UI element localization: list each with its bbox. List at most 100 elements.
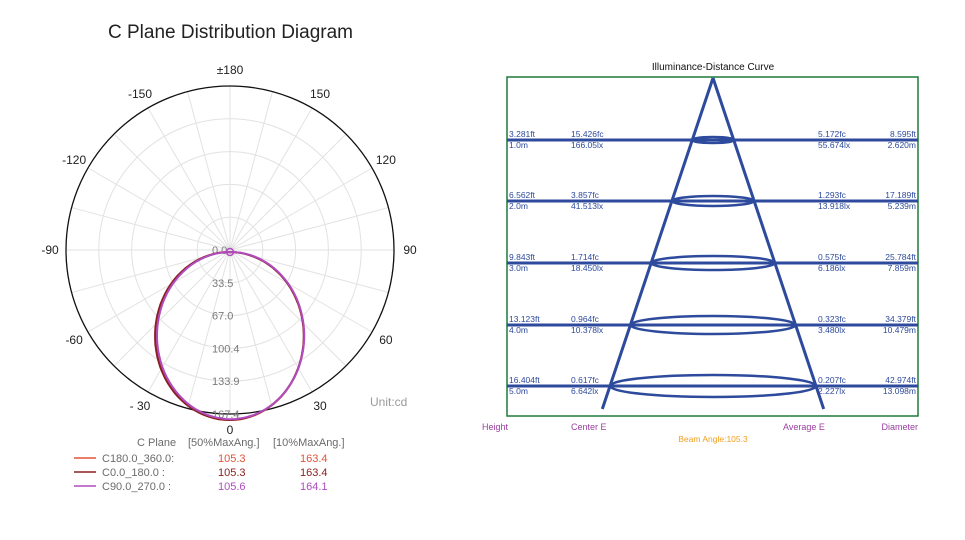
row-diameter-ft: 8.595ft [890,129,917,139]
row-diameter-ft: 42.974ft [885,375,916,385]
legend-header-label: C Plane [137,437,176,449]
ill-chart-frame [506,76,919,417]
polar-outer-ring [65,85,395,415]
row-avg-lx: 13.918lx [818,201,851,211]
legend-value-50: 105.6 [218,481,246,493]
cone-edge-left [600,77,715,410]
row-diameter-ft: 25.784ft [885,252,916,262]
row-diameter-ft: 17.189ft [885,190,916,200]
polar-grid-spoke [229,207,389,251]
polar-angle-label: -60 [65,333,83,347]
polar-angle-label: -90 [41,243,59,257]
beam-ellipse [608,373,818,399]
ill-axis-label: Height [482,422,509,432]
legend-value-50: 105.3 [218,467,246,479]
polar-chart: 0.033.567.0100.4133.9167.4±1801501209060… [41,63,417,493]
page-title: C Plane Distribution Diagram [108,22,353,43]
legend-series-name: C90.0_270.0 : [102,481,171,493]
ill-chart-title: Illuminance-Distance Curve [652,62,775,73]
row-avg-fc: 0.575fc [818,252,847,262]
row-center-lx: 166.05lx [571,140,604,150]
row-center-fc: 0.617fc [571,375,600,385]
beam-ellipse [670,194,756,208]
polar-grid-spoke [229,133,347,251]
row-diameter-m: 13.098m [883,386,916,396]
polar-grid-spoke [87,249,231,333]
polar-grid-spoke [113,249,231,367]
row-height-ft: 9.843ft [509,252,536,262]
polar-grid-spoke [187,91,231,251]
polar-angle-label: ±180 [217,63,244,77]
polar-angle-label: 90 [403,243,417,257]
row-center-fc: 15.426fc [571,129,604,139]
row-avg-lx: 6.186lx [818,263,846,273]
row-height-m: 3.0m [509,263,528,273]
polar-angle-label: -150 [128,87,152,101]
row-diameter-m: 7.859m [888,263,916,273]
ill-axis-label: Average E [783,422,825,432]
row-avg-fc: 5.172fc [818,129,847,139]
beam-ellipse [629,314,797,336]
row-avg-lx: 2.227lx [818,386,846,396]
ill-axis-label: Center E [571,422,607,432]
row-height-m: 1.0m [509,140,528,150]
polar-grid-spoke [229,249,373,333]
row-center-lx: 41.513lx [571,201,604,211]
beam-ellipse [691,135,735,145]
beam-ellipse [649,254,777,272]
polar-radial-tick-label: 0.0 [212,245,227,257]
row-center-lx: 10.378lx [571,325,604,335]
row-center-fc: 1.714fc [571,252,600,262]
row-center-fc: 0.964fc [571,314,600,324]
row-height-ft: 13.123ft [509,314,540,324]
polar-grid-spoke [187,249,231,409]
row-diameter-m: 2.620m [888,140,916,150]
legend-value-10: 163.4 [300,453,328,465]
row-diameter-ft: 34.379ft [885,314,916,324]
legend-value-10: 164.1 [300,481,328,493]
polar-grid-spoke [229,249,273,409]
polar-radial-tick-label: 33.5 [212,278,233,290]
row-center-fc: 3.857fc [571,190,600,200]
beam-angle-label: Beam Angle:105.3 [678,434,748,444]
polar-grid-spoke [229,91,273,251]
polar-angle-label: -120 [62,153,86,167]
polar-center-loop [225,247,235,257]
polar-grid-spoke [87,167,231,251]
legend-value-50: 105.3 [218,453,246,465]
row-avg-fc: 1.293fc [818,190,847,200]
legend-series-name: C0.0_180.0 : [102,467,165,479]
polar-angle-label: 60 [379,333,393,347]
row-height-ft: 3.281ft [509,129,536,139]
polar-angle-label: 120 [376,153,396,167]
row-height-ft: 16.404ft [509,375,540,385]
polar-radial-tick-label: 133.9 [212,376,240,388]
row-diameter-m: 5.239m [888,201,916,211]
polar-angle-label: 30 [313,399,327,413]
legend-header-label: [50%MaxAng.] [188,437,260,449]
legend-header-label: [10%MaxAng.] [273,437,345,449]
polar-angle-label: 150 [310,87,330,101]
row-height-ft: 6.562ft [509,190,536,200]
polar-radial-tick-label: 67.0 [212,311,233,323]
row-height-m: 2.0m [509,201,528,211]
polar-grid-spoke [113,133,231,251]
polar-angle-label: 0 [227,423,234,437]
row-center-lx: 18.450lx [571,263,604,273]
polar-grid-spoke [229,249,313,393]
polar-angle-label: - 30 [130,399,151,413]
polar-unit-label: Unit:cd [370,395,407,409]
row-height-m: 4.0m [509,325,528,335]
row-avg-fc: 0.323fc [818,314,847,324]
row-center-lx: 6.642lx [571,386,599,396]
ill-axis-label: Diameter [881,422,918,432]
cone-edge-right [711,77,826,410]
row-diameter-m: 10.479m [883,325,916,335]
row-avg-lx: 3.480lx [818,325,846,335]
polar-grid-spoke [147,107,231,251]
legend-series-name: C180.0_360.0: [102,453,174,465]
legend-value-10: 163.4 [300,467,328,479]
polar-curve-series [156,250,306,421]
polar-radial-tick-label: 100.4 [212,343,240,355]
